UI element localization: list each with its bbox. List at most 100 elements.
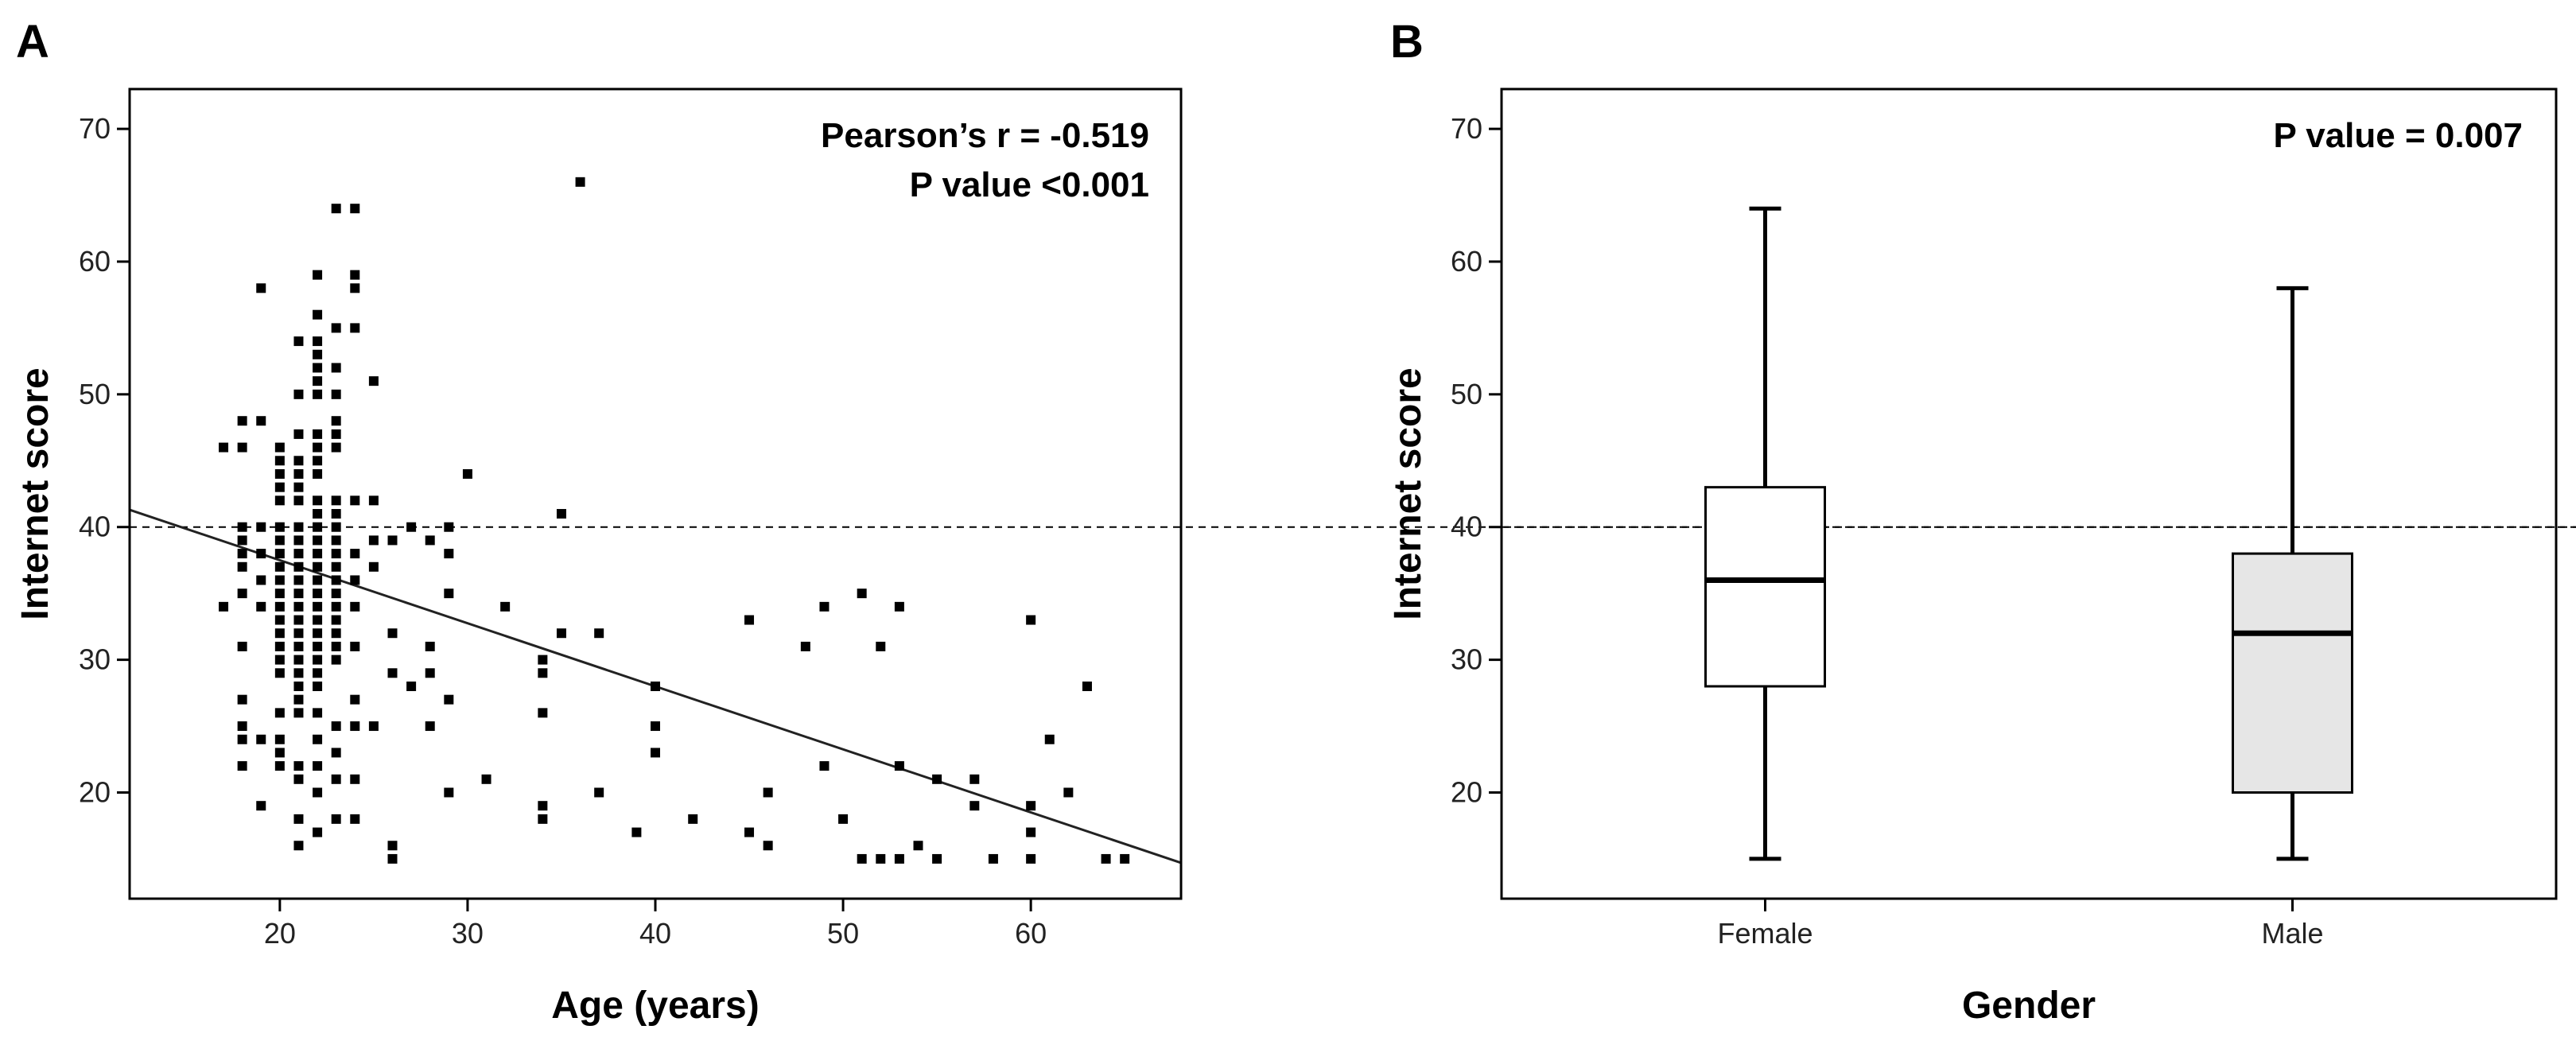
- scatter-point: [274, 641, 285, 651]
- scatter-point: [651, 721, 660, 732]
- scatter-point: [274, 628, 285, 639]
- scatter-point: [331, 774, 341, 784]
- scatter-point: [293, 468, 304, 479]
- scatter-point: [331, 549, 341, 559]
- scatter-point: [293, 589, 304, 599]
- scatter-point: [293, 336, 304, 347]
- scatter-point: [274, 575, 285, 585]
- x-tick-label-a: 50: [827, 917, 859, 950]
- scatter-point: [293, 681, 304, 691]
- scatter-point: [274, 442, 285, 453]
- scatter-point: [350, 641, 360, 651]
- x-axis-title-b: Gender: [1962, 985, 2096, 1027]
- scatter-point: [256, 734, 266, 744]
- scatter-point: [313, 761, 323, 771]
- panel-b-plot-frame: [1500, 87, 2558, 900]
- category-label: Male: [2261, 917, 2323, 950]
- scatter-point: [387, 668, 398, 678]
- scatter-point: [237, 561, 247, 572]
- scatter-point: [331, 748, 341, 758]
- panel-a-label: A: [16, 16, 49, 68]
- scatter-point: [350, 774, 360, 784]
- scatter-point: [425, 535, 435, 546]
- scatter-point: [313, 363, 323, 373]
- panel-a: A 20 30 40 50 60 70 20 30 40 50 60 Pearson’s r = …: [14, 16, 2576, 1027]
- scatter-point: [313, 535, 323, 546]
- scatter-point: [444, 549, 454, 559]
- scatter-point: [1026, 827, 1036, 837]
- scatter-point: [293, 708, 304, 718]
- scatter-point: [387, 628, 398, 639]
- scatter-point: [350, 814, 360, 824]
- scatter-point: [857, 589, 867, 599]
- scatter-point: [274, 748, 285, 758]
- scatter-point: [313, 376, 323, 387]
- scatter-point: [387, 853, 398, 864]
- scatter-point: [256, 575, 266, 585]
- scatter-point: [237, 589, 247, 599]
- scatter-point: [631, 827, 642, 837]
- y-tick-label-b: 40: [1451, 511, 1482, 543]
- scatter-point: [313, 655, 323, 665]
- scatter-point: [313, 827, 323, 837]
- scatter-point: [331, 363, 341, 373]
- scatter-point: [1063, 787, 1074, 798]
- scatter-point: [913, 841, 923, 851]
- scatter-point: [556, 628, 566, 639]
- category-label: Female: [1717, 917, 1813, 950]
- scatter-point: [1026, 853, 1036, 864]
- scatter-point: [313, 615, 323, 625]
- scatter-point: [331, 615, 341, 625]
- x-tick-label-a: 60: [1015, 917, 1047, 950]
- scatter-point: [274, 561, 285, 572]
- scatter-point: [857, 853, 867, 864]
- scatter-point: [368, 535, 379, 546]
- scatter-point: [274, 601, 285, 612]
- scatter-point: [313, 522, 323, 532]
- scatter-point: [331, 204, 341, 214]
- scatter-point: [688, 814, 698, 824]
- scatter-point: [331, 495, 341, 506]
- scatter-point: [313, 442, 323, 453]
- scatter-point: [313, 549, 323, 559]
- scatter-point: [988, 853, 998, 864]
- scatter-point: [293, 495, 304, 506]
- scatter-point: [1026, 615, 1036, 625]
- scatter-point: [387, 841, 398, 851]
- scatter-point: [274, 522, 285, 532]
- scatter-point: [274, 482, 285, 492]
- scatter-point: [331, 814, 341, 824]
- scatter-point: [274, 708, 285, 718]
- scatter-point: [293, 601, 304, 612]
- scatter-point: [274, 495, 285, 506]
- scatter-point: [331, 429, 341, 439]
- scatter-point: [293, 389, 304, 399]
- scatter-point: [313, 336, 323, 347]
- scatter-point: [293, 456, 304, 466]
- x-axis-title-a: Age (years): [551, 985, 759, 1027]
- scatter-point: [331, 416, 341, 426]
- scatter-point: [293, 694, 304, 705]
- scatter-point: [256, 801, 266, 811]
- y-tick-label-b: 20: [1451, 775, 1482, 808]
- scatter-point: [313, 309, 323, 320]
- scatter-point: [444, 694, 454, 705]
- scatter-point: [368, 376, 379, 387]
- scatter-point: [538, 668, 548, 678]
- scatter-point: [313, 575, 323, 585]
- y-tick-label-a: 70: [79, 112, 111, 145]
- scatter-point: [594, 787, 604, 798]
- scatter-point: [538, 708, 548, 718]
- panel-a-plot-frame: [128, 87, 1183, 900]
- scatter-point: [313, 708, 323, 718]
- scatter-point: [651, 681, 660, 691]
- scatter-point: [350, 283, 360, 293]
- scatter-point: [237, 694, 247, 705]
- box-female: [1704, 486, 1826, 688]
- scatter-point: [293, 841, 304, 851]
- scatter-point: [350, 204, 360, 214]
- scatter-point: [256, 522, 266, 532]
- scatter-point: [763, 841, 773, 851]
- scatter-point: [331, 628, 341, 639]
- scatter-point: [293, 655, 304, 665]
